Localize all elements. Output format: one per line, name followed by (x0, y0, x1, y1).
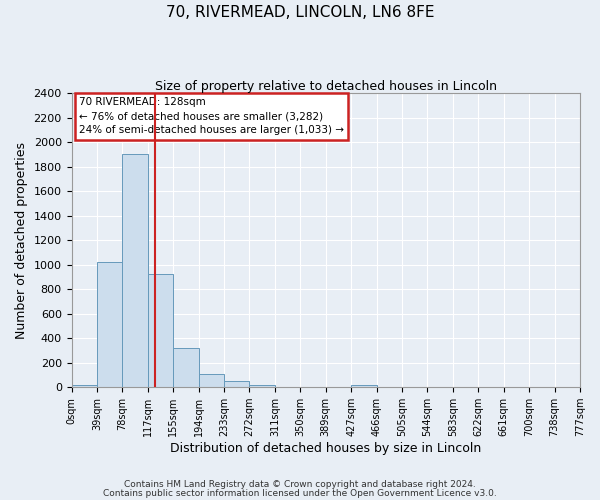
Bar (224, 382, 250, 387)
Text: Contains HM Land Registry data © Crown copyright and database right 2024.: Contains HM Land Registry data © Crown c… (124, 480, 476, 489)
Text: 70, RIVERMEAD, LINCOLN, LN6 8FE: 70, RIVERMEAD, LINCOLN, LN6 8FE (166, 5, 434, 20)
Text: 70 RIVERMEAD: 128sqm
← 76% of detached houses are smaller (3,282)
24% of semi-de: 70 RIVERMEAD: 128sqm ← 76% of detached h… (79, 98, 344, 136)
Bar (97, 262, 122, 387)
Bar (250, 384, 275, 387)
Bar (351, 384, 377, 387)
Text: Contains public sector information licensed under the Open Government Licence v3: Contains public sector information licen… (103, 488, 497, 498)
Y-axis label: Number of detached properties: Number of detached properties (15, 142, 28, 338)
Bar (199, 374, 224, 387)
Title: Size of property relative to detached houses in Lincoln: Size of property relative to detached ho… (155, 80, 497, 93)
Bar (122, 154, 148, 387)
Bar (173, 348, 199, 387)
X-axis label: Distribution of detached houses by size in Lincoln: Distribution of detached houses by size … (170, 442, 481, 455)
Bar (71, 385, 97, 387)
Bar (148, 274, 173, 387)
